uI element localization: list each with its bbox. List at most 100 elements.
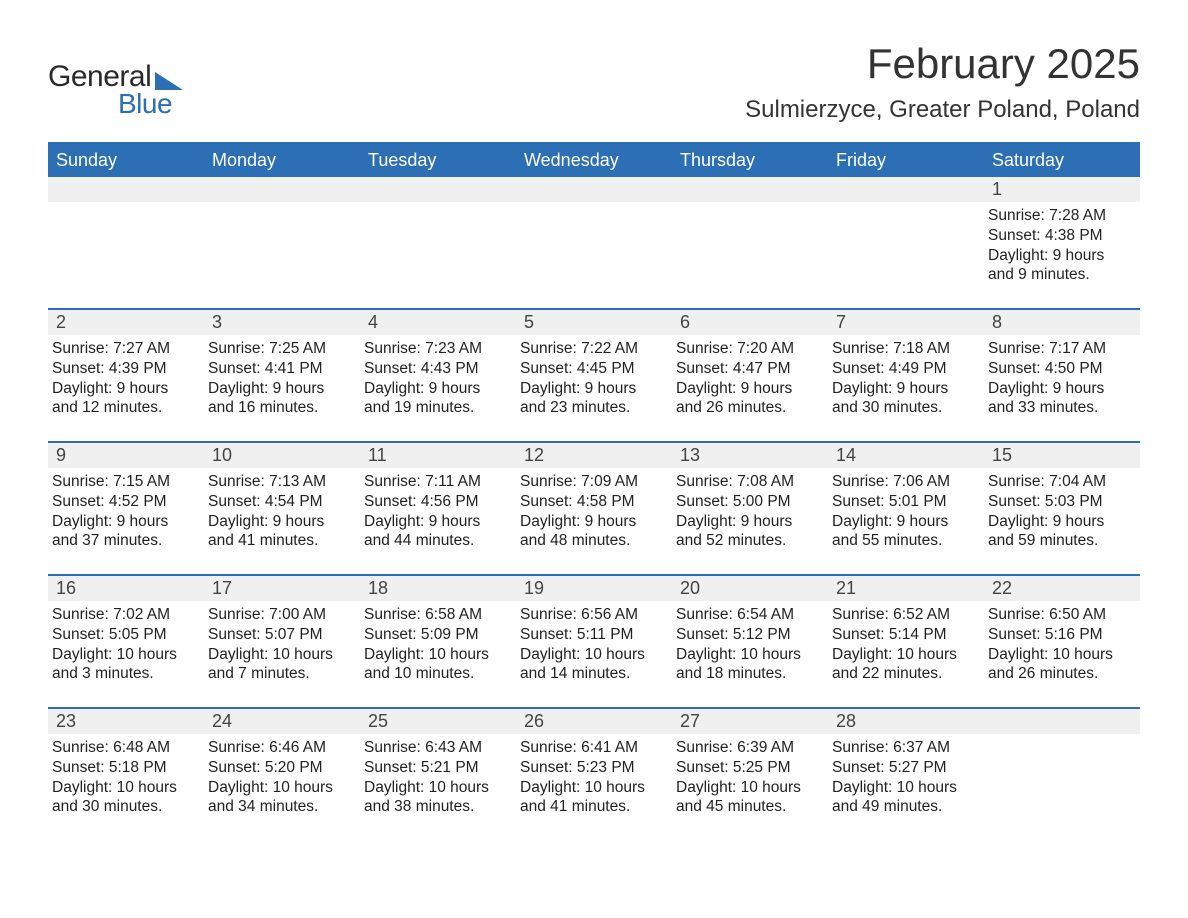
cell-dayl1: Daylight: 9 hours	[676, 379, 820, 399]
dow-thursday: Thursday	[672, 144, 828, 177]
day-number: 12	[516, 443, 672, 468]
calendar-cell: Sunrise: 6:37 AMSunset: 5:27 PMDaylight:…	[828, 734, 984, 826]
cell-dayl2: and 48 minutes.	[520, 531, 664, 551]
cell-dayl1: Daylight: 9 hours	[988, 379, 1132, 399]
calendar-cell: Sunrise: 7:23 AMSunset: 4:43 PMDaylight:…	[360, 335, 516, 427]
cell-dayl1: Daylight: 10 hours	[52, 645, 196, 665]
cell-sunset: Sunset: 5:11 PM	[520, 625, 664, 645]
day-number: 16	[48, 576, 204, 601]
cell-sunrise: Sunrise: 6:41 AM	[520, 738, 664, 758]
cell-dayl1: Daylight: 10 hours	[208, 778, 352, 798]
cell-dayl2: and 41 minutes.	[208, 531, 352, 551]
logo: General Blue	[48, 60, 183, 120]
day-number: 26	[516, 709, 672, 734]
cell-dayl1: Daylight: 9 hours	[832, 379, 976, 399]
cell-sunrise: Sunrise: 7:06 AM	[832, 472, 976, 492]
day-number: 9	[48, 443, 204, 468]
cell-sunrise: Sunrise: 6:48 AM	[52, 738, 196, 758]
cell-dayl2: and 18 minutes.	[676, 664, 820, 684]
calendar-cell: Sunrise: 6:50 AMSunset: 5:16 PMDaylight:…	[984, 601, 1140, 693]
day-number: 25	[360, 709, 516, 734]
cell-sunset: Sunset: 4:43 PM	[364, 359, 508, 379]
calendar-week: 232425262728Sunrise: 6:48 AMSunset: 5:18…	[48, 707, 1140, 826]
calendar-cell: Sunrise: 7:22 AMSunset: 4:45 PMDaylight:…	[516, 335, 672, 427]
cell-sunrise: Sunrise: 7:20 AM	[676, 339, 820, 359]
cell-dayl2: and 9 minutes.	[988, 265, 1132, 285]
location: Sulmierzyce, Greater Poland, Poland	[745, 96, 1140, 124]
cell-sunset: Sunset: 5:27 PM	[832, 758, 976, 778]
calendar-week: 16171819202122Sunrise: 7:02 AMSunset: 5:…	[48, 574, 1140, 693]
cell-dayl2: and 33 minutes.	[988, 398, 1132, 418]
cell-sunrise: Sunrise: 7:02 AM	[52, 605, 196, 625]
calendar-cell: Sunrise: 7:18 AMSunset: 4:49 PMDaylight:…	[828, 335, 984, 427]
cell-sunrise: Sunrise: 6:46 AM	[208, 738, 352, 758]
cell-sunrise: Sunrise: 6:54 AM	[676, 605, 820, 625]
cell-sunset: Sunset: 4:39 PM	[52, 359, 196, 379]
logo-word2: Blue	[118, 88, 183, 120]
day-number: 28	[828, 709, 984, 734]
cell-sunrise: Sunrise: 6:58 AM	[364, 605, 508, 625]
daynum-row: 1	[48, 177, 1140, 202]
calendar-cell: Sunrise: 7:13 AMSunset: 4:54 PMDaylight:…	[204, 468, 360, 560]
daynum-row: 2345678	[48, 310, 1140, 335]
daynum-row: 16171819202122	[48, 576, 1140, 601]
cell-dayl1: Daylight: 10 hours	[364, 778, 508, 798]
day-number: 8	[984, 310, 1140, 335]
calendar-cell: Sunrise: 6:58 AMSunset: 5:09 PMDaylight:…	[360, 601, 516, 693]
cell-sunrise: Sunrise: 7:15 AM	[52, 472, 196, 492]
cell-sunset: Sunset: 5:03 PM	[988, 492, 1132, 512]
cell-dayl2: and 12 minutes.	[52, 398, 196, 418]
cell-sunrise: Sunrise: 7:23 AM	[364, 339, 508, 359]
calendar-cell: Sunrise: 7:28 AMSunset: 4:38 PMDaylight:…	[984, 202, 1140, 294]
cell-dayl2: and 34 minutes.	[208, 797, 352, 817]
calendar-cell	[360, 202, 516, 294]
cell-dayl2: and 19 minutes.	[364, 398, 508, 418]
calendar-cell: Sunrise: 7:02 AMSunset: 5:05 PMDaylight:…	[48, 601, 204, 693]
calendar-cell: Sunrise: 7:20 AMSunset: 4:47 PMDaylight:…	[672, 335, 828, 427]
day-number	[828, 177, 984, 202]
cell-sunset: Sunset: 5:12 PM	[676, 625, 820, 645]
day-number: 13	[672, 443, 828, 468]
calendar-cell: Sunrise: 6:56 AMSunset: 5:11 PMDaylight:…	[516, 601, 672, 693]
cell-dayl1: Daylight: 10 hours	[520, 778, 664, 798]
cell-dayl2: and 30 minutes.	[52, 797, 196, 817]
calendar-cell: Sunrise: 7:25 AMSunset: 4:41 PMDaylight:…	[204, 335, 360, 427]
cell-sunset: Sunset: 5:01 PM	[832, 492, 976, 512]
day-number: 15	[984, 443, 1140, 468]
day-number: 18	[360, 576, 516, 601]
cell-sunset: Sunset: 5:05 PM	[52, 625, 196, 645]
cell-sunrise: Sunrise: 7:11 AM	[364, 472, 508, 492]
day-number: 24	[204, 709, 360, 734]
cell-sunset: Sunset: 5:25 PM	[676, 758, 820, 778]
calendar-cell: Sunrise: 7:27 AMSunset: 4:39 PMDaylight:…	[48, 335, 204, 427]
cell-sunset: Sunset: 5:21 PM	[364, 758, 508, 778]
calendar-cell: Sunrise: 6:48 AMSunset: 5:18 PMDaylight:…	[48, 734, 204, 826]
calendar-cell: Sunrise: 7:06 AMSunset: 5:01 PMDaylight:…	[828, 468, 984, 560]
dow-saturday: Saturday	[984, 144, 1140, 177]
cell-dayl1: Daylight: 10 hours	[520, 645, 664, 665]
calendar-cell: Sunrise: 7:17 AMSunset: 4:50 PMDaylight:…	[984, 335, 1140, 427]
calendar-cell	[516, 202, 672, 294]
title-block: February 2025 Sulmierzyce, Greater Polan…	[745, 40, 1140, 124]
calendar-week: 9101112131415Sunrise: 7:15 AMSunset: 4:5…	[48, 441, 1140, 560]
cell-sunset: Sunset: 4:54 PM	[208, 492, 352, 512]
cell-dayl2: and 38 minutes.	[364, 797, 508, 817]
day-number: 14	[828, 443, 984, 468]
day-number	[516, 177, 672, 202]
cell-sunset: Sunset: 4:52 PM	[52, 492, 196, 512]
cell-dayl1: Daylight: 10 hours	[364, 645, 508, 665]
cell-sunset: Sunset: 5:20 PM	[208, 758, 352, 778]
cell-dayl2: and 59 minutes.	[988, 531, 1132, 551]
calendar-cell	[204, 202, 360, 294]
cell-sunset: Sunset: 4:45 PM	[520, 359, 664, 379]
calendar-cell: Sunrise: 7:04 AMSunset: 5:03 PMDaylight:…	[984, 468, 1140, 560]
cell-sunrise: Sunrise: 7:22 AM	[520, 339, 664, 359]
cell-sunrise: Sunrise: 6:39 AM	[676, 738, 820, 758]
cell-dayl1: Daylight: 9 hours	[208, 512, 352, 532]
calendar-cell: Sunrise: 6:46 AMSunset: 5:20 PMDaylight:…	[204, 734, 360, 826]
cell-dayl1: Daylight: 9 hours	[52, 512, 196, 532]
cell-dayl2: and 49 minutes.	[832, 797, 976, 817]
calendar-week: 2345678Sunrise: 7:27 AMSunset: 4:39 PMDa…	[48, 308, 1140, 427]
cell-dayl1: Daylight: 10 hours	[832, 778, 976, 798]
day-number	[984, 709, 1140, 734]
